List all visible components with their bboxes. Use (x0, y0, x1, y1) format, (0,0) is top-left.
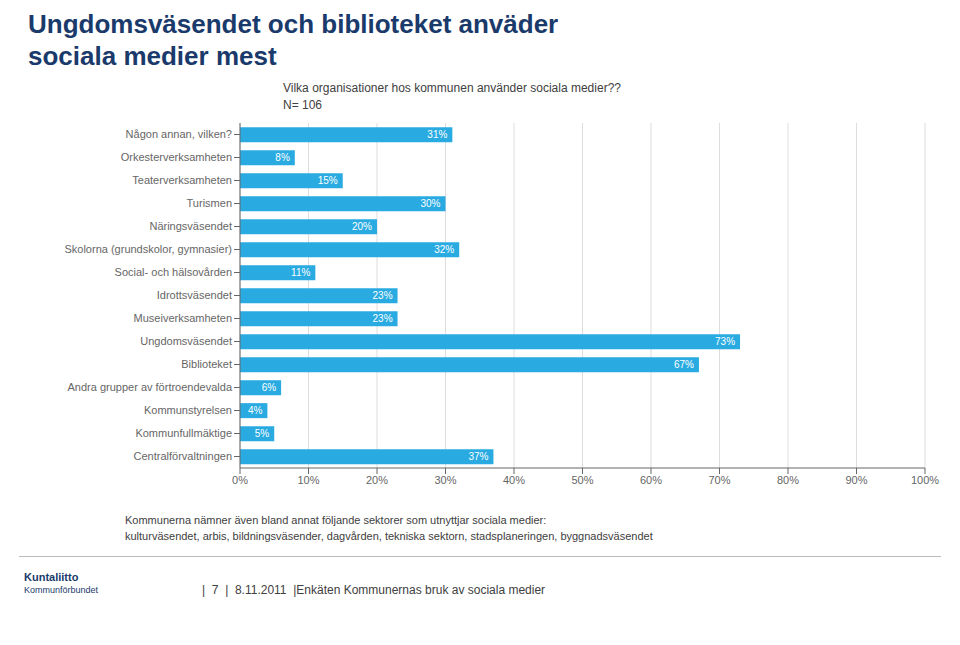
html-text:Kommunförbundet: Kommunförbundet (24, 585, 98, 595)
svg-text:80%: 80% (777, 474, 799, 486)
html-text:Ungdomsväsendet och biblioteke: Ungdomsväsendet och biblioteket anväder (28, 9, 559, 39)
svg-text:Museiverksamheten: Museiverksamheten (134, 312, 232, 324)
svg-text:100%: 100% (911, 474, 939, 486)
svg-text:Kommunstyrelsen: Kommunstyrelsen (144, 404, 232, 416)
svg-text:20%: 20% (366, 474, 388, 486)
svg-text:10%: 10% (297, 474, 319, 486)
svg-text:20%: 20% (352, 221, 372, 232)
svg-text:Centralförvaltningen: Centralförvaltningen (134, 450, 232, 462)
svg-text:30%: 30% (434, 474, 456, 486)
svg-text:Skolorna (grundskolor, gymnasi: Skolorna (grundskolor, gymnasier) (64, 243, 232, 255)
svg-text:60%: 60% (640, 474, 662, 486)
svg-text:5%: 5% (255, 428, 270, 439)
svg-text:Teaterverksamheten: Teaterverksamheten (132, 174, 232, 186)
html-text:kulturväsendet, arbis, bildnin: kulturväsendet, arbis, bildningsväsender… (125, 530, 653, 542)
svg-text:11%: 11% (291, 267, 310, 278)
svg-text:23%: 23% (373, 313, 393, 324)
html-text:N= 106: N= 106 (283, 98, 322, 112)
svg-text:30%: 30% (420, 198, 440, 209)
svg-text:4%: 4% (248, 405, 263, 416)
svg-text:Någon annan, vilken?: Någon annan, vilken? (126, 128, 232, 140)
svg-text:31%: 31% (427, 129, 447, 140)
html-text:sociala medier mest: sociala medier mest (28, 41, 277, 71)
svg-text:Idrottsväsendet: Idrottsväsendet (157, 289, 232, 301)
svg-text:40%: 40% (503, 474, 525, 486)
svg-text:Ungdomsväsendet: Ungdomsväsendet (140, 335, 232, 347)
svg-text:Biblioteket: Biblioteket (181, 358, 232, 370)
svg-text:67%: 67% (674, 359, 694, 370)
svg-text:8%: 8% (275, 152, 290, 163)
svg-text:90%: 90% (845, 474, 867, 486)
html-text:Kommunerna nämner även bland a: Kommunerna nämner även bland annat följa… (125, 514, 547, 526)
svg-text:37%: 37% (468, 451, 488, 462)
svg-text:23%: 23% (373, 290, 393, 301)
svg-text:6%: 6% (262, 382, 277, 393)
svg-text:Social- och hälsovården: Social- och hälsovården (115, 266, 232, 278)
svg-text:32%: 32% (434, 244, 454, 255)
html-text:| 7 | 8.11.2011 |Enkäten Kommu: | 7 | 8.11.2011 |Enkäten Kommunernas bru… (202, 583, 546, 597)
svg-text:Näringsväsendet: Näringsväsendet (149, 220, 232, 232)
html-text:Vilka organisationer hos kommu: Vilka organisationer hos kommunen använd… (283, 81, 621, 95)
svg-text:15%: 15% (318, 175, 338, 186)
svg-text:Turismen: Turismen (187, 197, 232, 209)
svg-text:Kommunfullmäktige: Kommunfullmäktige (135, 427, 232, 439)
svg-text:70%: 70% (708, 474, 730, 486)
svg-text:0%: 0% (232, 474, 248, 486)
html-text:Kuntaliitto: Kuntaliitto (24, 571, 79, 583)
svg-text:Andra grupper av förtroendeval: Andra grupper av förtroendevalda (68, 381, 233, 393)
svg-text:50%: 50% (571, 474, 593, 486)
svg-text:73%: 73% (715, 336, 735, 347)
svg-text:Orkesterverksamheten: Orkesterverksamheten (121, 151, 232, 163)
